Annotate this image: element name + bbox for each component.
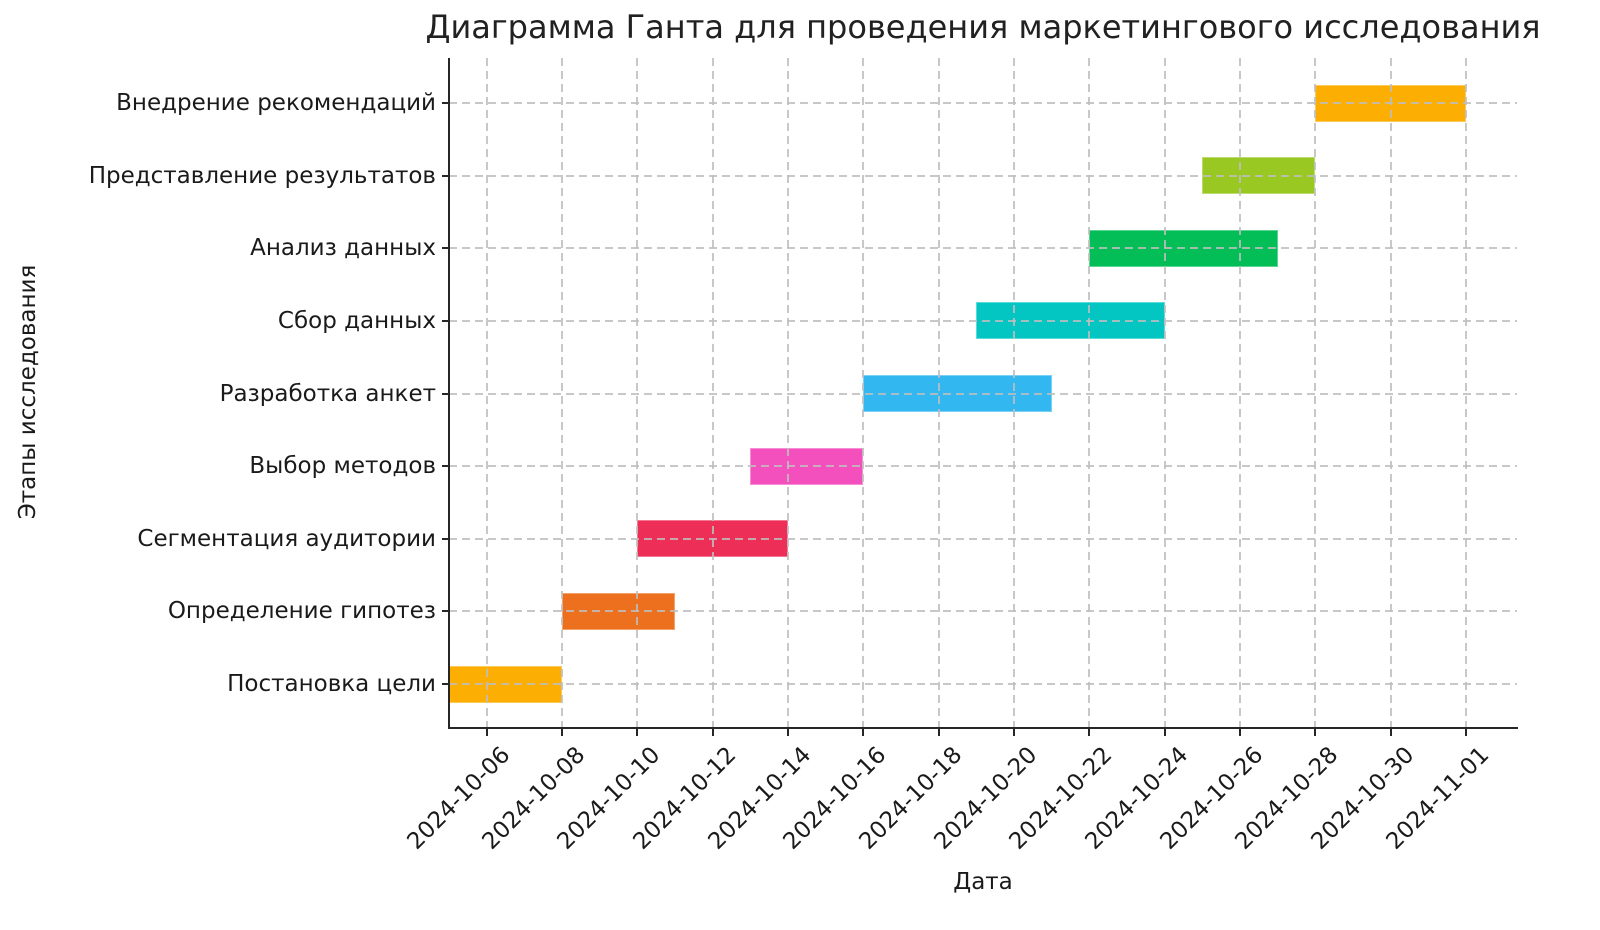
x-tick-mark [561,729,563,736]
x-tick-mark [1163,729,1166,736]
x-tick-mark [862,729,865,736]
chart-title: Диаграмма Ганта для проведения маркетинг… [425,8,1541,46]
x-tick-mark [787,729,789,736]
horizontal-gridline [449,247,1517,250]
horizontal-gridline [449,537,1517,540]
y-tick-mark [442,392,449,395]
y-tick-mark [442,537,449,540]
y-axis-category-label: Представление результатов [88,162,436,189]
horizontal-gridline [449,174,1517,177]
y-axis-category-label: Сегментация аудитории [137,525,436,552]
x-axis-line [448,727,1518,729]
x-tick-mark [937,729,940,736]
x-tick-mark [1389,729,1392,736]
y-axis-category-label: Сбор данных [277,307,436,334]
y-axis-category-label: Внедрение рекомендаций [116,90,436,116]
x-tick-mark [636,729,639,736]
y-tick-mark [442,319,449,322]
x-axis-label: Дата [953,869,1013,895]
y-tick-mark [442,174,449,177]
x-tick-mark [1314,729,1317,736]
y-tick-mark [442,683,449,685]
y-axis-category-label: Постановка цели [227,671,436,697]
y-tick-mark [442,247,449,250]
y-tick-mark [442,102,449,104]
horizontal-gridline [449,102,1517,104]
y-axis-line [448,58,450,729]
y-axis-category-label: Разработка анкет [219,380,436,407]
y-axis-category-label: Анализ данных [250,235,436,262]
x-tick-mark [485,729,488,736]
horizontal-gridline [449,319,1517,322]
horizontal-gridline [449,610,1517,613]
x-tick-mark [1239,729,1241,736]
x-tick-mark [1465,729,1467,736]
horizontal-gridline [449,683,1517,685]
y-axis-category-label: Определение гипотез [167,598,436,625]
y-tick-mark [442,610,449,613]
x-tick-mark [1088,729,1091,736]
x-tick-mark [711,729,714,736]
horizontal-gridline [449,392,1517,395]
horizontal-gridline [449,465,1517,468]
y-axis-category-label: Выбор методов [249,453,436,480]
x-tick-mark [1013,729,1015,736]
y-tick-mark [442,465,449,468]
